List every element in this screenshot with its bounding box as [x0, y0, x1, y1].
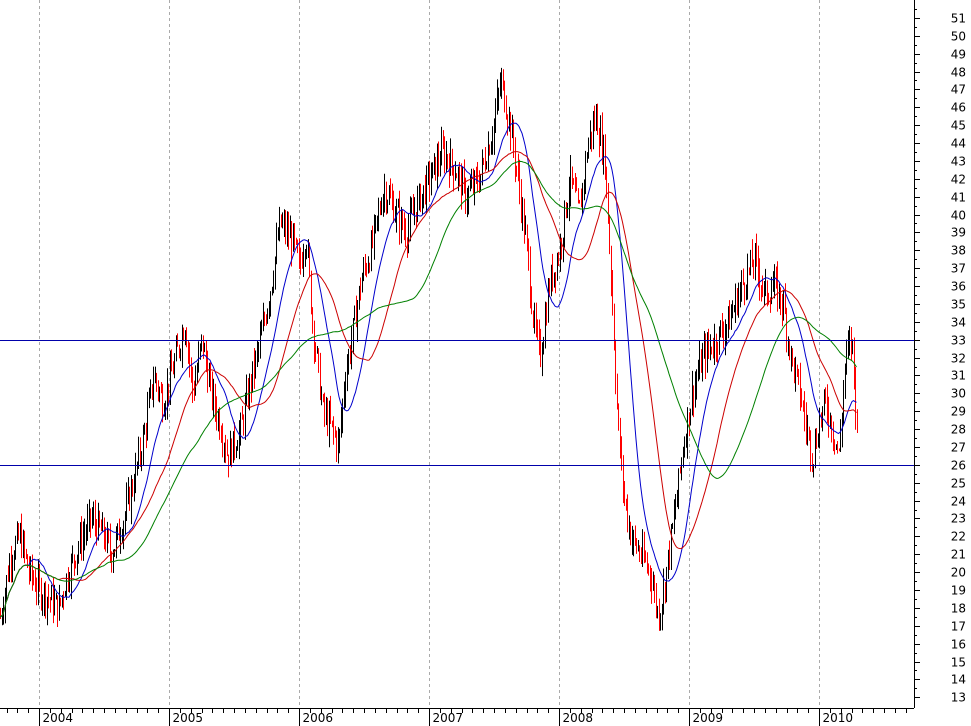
- year-label-2010: 2010: [823, 711, 854, 725]
- y-tick-label: 49: [951, 48, 966, 62]
- y-tick-label: 14: [951, 673, 966, 687]
- year-label-2006: 2006: [303, 711, 334, 725]
- moving-average-4: [0, 122, 857, 618]
- moving-average-14: [0, 160, 857, 618]
- y-tick-label: 38: [951, 244, 966, 258]
- y-tick-label: 47: [951, 83, 966, 97]
- y-tick-label: 40: [951, 209, 966, 223]
- y-tick-label: 45: [951, 119, 966, 133]
- moving-average-8: [0, 151, 857, 618]
- y-tick-label: 39: [951, 226, 966, 240]
- y-tick-label: 13: [951, 691, 966, 705]
- y-tick-label: 29: [951, 405, 966, 419]
- y-tick-label: 24: [951, 495, 966, 509]
- y-tick-label: 46: [951, 101, 966, 115]
- y-tick-label: 25: [951, 477, 966, 491]
- year-label-2005: 2005: [173, 711, 204, 725]
- y-tick-label: 50: [951, 30, 966, 44]
- y-tick-label: 33: [951, 334, 966, 348]
- year-label-2008: 2008: [563, 711, 594, 725]
- year-label-2007: 2007: [433, 711, 464, 725]
- y-tick-label: 21: [951, 548, 966, 562]
- y-tick-label: 37: [951, 262, 966, 276]
- price-bars: [0, 67, 858, 631]
- y-tick-label: 44: [951, 137, 966, 151]
- y-tick-label: 42: [951, 173, 966, 187]
- y-tick-label: 26: [951, 459, 966, 473]
- y-tick-label: 35: [951, 298, 966, 312]
- y-tick-label: 17: [951, 620, 966, 634]
- horizontal-lines: [0, 340, 914, 466]
- y-tick-label: 28: [951, 423, 966, 437]
- y-tick-label: 20: [951, 566, 966, 580]
- y-tick-label: 30: [951, 387, 966, 401]
- year-label-2004: 2004: [43, 711, 74, 725]
- y-tick-label: 19: [951, 584, 966, 598]
- y-tick-label: 48: [951, 66, 966, 80]
- year-label-2009: 2009: [693, 711, 724, 725]
- grid-layer: [39, 0, 820, 708]
- y-tick-label: 27: [951, 441, 966, 455]
- y-tick-label: 15: [951, 656, 966, 670]
- moving-averages: [0, 122, 857, 618]
- y-tick-label: 31: [951, 369, 966, 383]
- y-tick-label: 36: [951, 280, 966, 294]
- y-tick-label: 32: [951, 352, 966, 366]
- y-tick-label: 16: [951, 638, 966, 652]
- y-tick-label: 51: [951, 12, 966, 26]
- y-tick-label: 22: [951, 530, 966, 544]
- y-tick-label: 23: [951, 512, 966, 526]
- y-tick-label: 43: [951, 155, 966, 169]
- y-tick-label: 34: [951, 316, 966, 330]
- y-tick-label: 41: [951, 191, 966, 205]
- y-tick-label: 18: [951, 602, 966, 616]
